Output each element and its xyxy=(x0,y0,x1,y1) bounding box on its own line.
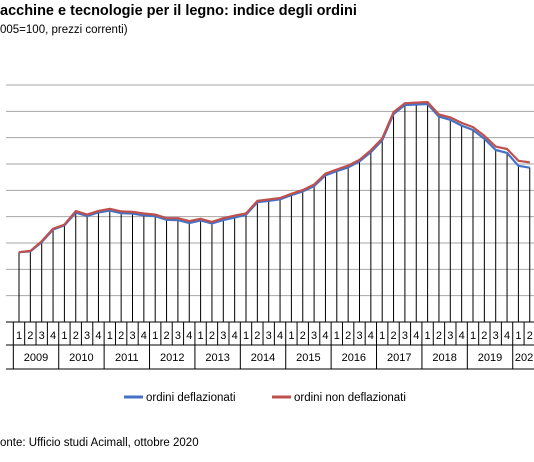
series-line xyxy=(18,101,530,254)
quarter-label: 3 xyxy=(266,330,272,342)
quarter-label: 3 xyxy=(447,330,453,342)
quarter-label: 1 xyxy=(243,330,249,342)
quarter-label: 4 xyxy=(277,330,283,342)
source-note: onte: Ufficio studi Acimall, ottobre 202… xyxy=(0,437,199,449)
quarter-label: 1 xyxy=(425,330,431,342)
quarter-label: 3 xyxy=(39,330,45,342)
year-label: 2017 xyxy=(387,352,411,364)
quarter-label: 4 xyxy=(459,330,465,342)
quarter-label: 1 xyxy=(107,330,113,342)
quarter-label: 3 xyxy=(311,330,317,342)
quarter-label: 1 xyxy=(152,330,158,342)
quarter-label: 3 xyxy=(84,330,90,342)
year-label: 2009 xyxy=(24,352,48,364)
quarter-label: 4 xyxy=(504,330,510,342)
year-label: 2011 xyxy=(115,352,139,364)
quarter-label: 2 xyxy=(118,330,124,342)
quarter-label: 1 xyxy=(288,330,294,342)
quarter-label: 2 xyxy=(73,330,79,342)
quarter-label: 3 xyxy=(220,330,226,342)
chart-title: acchine e tecnologie per il legno: indic… xyxy=(0,3,357,19)
quarter-label: 4 xyxy=(50,330,56,342)
year-label: 202 xyxy=(515,352,533,364)
year-label: 2014 xyxy=(251,352,275,364)
quarter-label: 2 xyxy=(345,330,351,342)
year-label: 2018 xyxy=(432,352,456,364)
quarter-label: 1 xyxy=(334,330,340,342)
quarter-label: 2 xyxy=(27,330,33,342)
quarter-label: 1 xyxy=(379,330,385,342)
legend: ordini deflazionati ordini non deflaziona… xyxy=(124,392,406,404)
quarter-label: 2 xyxy=(300,330,306,342)
series-line xyxy=(18,102,530,254)
quarter-label: 3 xyxy=(129,330,135,342)
quarter-label: 4 xyxy=(322,330,328,342)
year-label: 2012 xyxy=(160,352,184,364)
year-label: 2013 xyxy=(205,352,229,364)
legend-label: ordini deflazionati xyxy=(146,392,236,404)
year-label: 2015 xyxy=(296,352,320,364)
quarter-label: 3 xyxy=(356,330,362,342)
chart-subtitle: 005=100, prezzi correnti) xyxy=(0,24,128,36)
quarter-label: 1 xyxy=(198,330,204,342)
quarter-label: 4 xyxy=(95,330,101,342)
quarter-label: 4 xyxy=(413,330,419,342)
quarter-label: 2 xyxy=(163,330,169,342)
quarter-label: 3 xyxy=(402,330,408,342)
quarter-label: 4 xyxy=(141,330,147,342)
quarter-label: 2 xyxy=(436,330,442,342)
quarter-label: 4 xyxy=(186,330,192,342)
grid-lines xyxy=(6,84,534,297)
quarter-label: 4 xyxy=(232,330,238,342)
quarter-label: 1 xyxy=(470,330,476,342)
series-lines xyxy=(18,101,530,254)
quarter-label: 2 xyxy=(481,330,487,342)
quarter-label: 4 xyxy=(368,330,374,342)
year-label: 2010 xyxy=(69,352,93,364)
quarter-label: 3 xyxy=(175,330,181,342)
legend-label: ordini non deflazionati xyxy=(294,392,406,404)
quarter-label: 1 xyxy=(16,330,22,342)
quarter-label: 3 xyxy=(493,330,499,342)
quarter-label: 2 xyxy=(527,330,533,342)
year-label: 2019 xyxy=(478,352,502,364)
year-label: 2016 xyxy=(342,352,366,364)
x-axis xyxy=(6,321,534,370)
quarter-label: 1 xyxy=(515,330,521,342)
quarter-label: 2 xyxy=(209,330,215,342)
quarter-label: 1 xyxy=(61,330,67,342)
quarter-label: 2 xyxy=(254,330,260,342)
drop-lines xyxy=(18,103,531,322)
quarter-label: 2 xyxy=(390,330,396,342)
